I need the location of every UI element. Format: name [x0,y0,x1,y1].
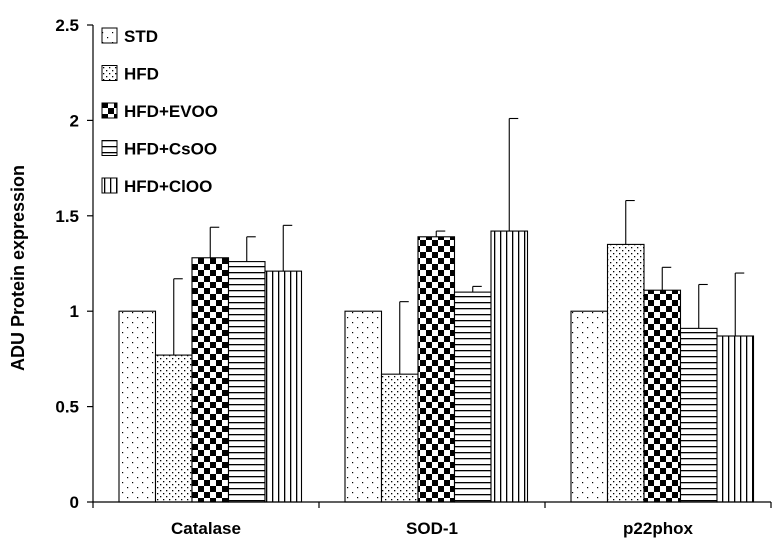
bar-hfd-csoo-p22phox [679,327,718,503]
y-tick-label: 2.5 [55,16,79,35]
bar-hfd-csoo-sod-1 [453,291,492,503]
bar-std-sod-1 [344,310,383,503]
bar-hfd-cloo-catalase [264,270,303,503]
x-tick-label: p22phox [623,519,693,538]
y-axis-title: ADU Protein expression [8,165,28,371]
bar-hfd-catalase [154,354,193,503]
bar-hfd-p22phox [606,243,645,503]
legend-label: HFD [124,65,159,84]
legend-label: HFD+EVOO [124,102,218,121]
bar-hfd-evoo-sod-1 [417,236,456,503]
bar-hfd-cloo-sod-1 [490,230,529,503]
legend-swatch-hfd-cloo [101,177,118,194]
legend-swatch-hfd-csoo [101,140,118,156]
legend-swatch-hfd [101,65,118,81]
legend-swatch-std [101,27,118,44]
y-tick-label: 2 [70,111,79,130]
y-tick-label: 1.5 [55,207,79,226]
bar-hfd-cloo-p22phox [716,335,755,503]
y-tick-label: 0 [70,493,79,512]
legend-label: HFD+ClOO [124,177,212,196]
y-tick-label: 1 [70,302,79,321]
x-tick-label: Catalase [171,519,241,538]
bar-hfd-evoo-catalase [191,257,230,503]
bar-hfd-sod-1 [380,373,419,503]
y-tick-label: 0.5 [55,398,79,417]
legend-swatch-hfd-evoo [101,102,118,119]
x-tick-label: SOD-1 [406,519,458,538]
legend-label: HFD+CsOO [124,140,217,159]
legend-label: STD [124,27,158,46]
bar-std-catalase [118,310,157,503]
bar-std-p22phox [570,310,609,503]
bar-hfd-csoo-catalase [227,261,266,503]
bar-hfd-evoo-p22phox [643,289,682,503]
